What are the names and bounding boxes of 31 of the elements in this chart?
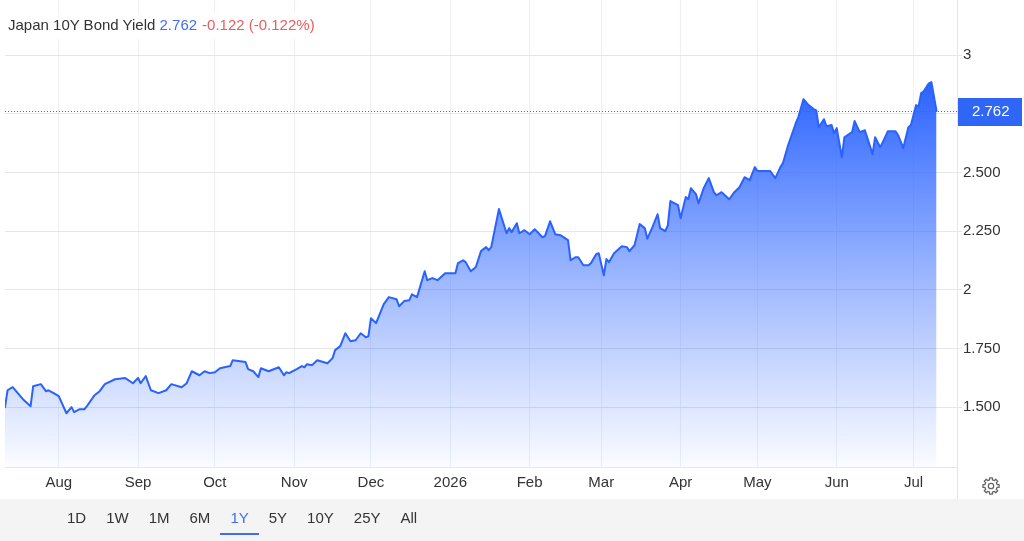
x-tick-label: Nov [280,473,309,491]
x-tick-label: Oct [203,473,228,491]
y-tick-label: 1.500 [963,397,1001,415]
y-tick-label: 2.500 [963,162,1001,180]
text: 1D [66,508,88,528]
text: 6M [188,508,212,528]
annotation: 2.762 [159,16,198,33]
y-tick-label: 3 [963,45,972,63]
ref-line-label: 2.762 [972,102,1010,120]
x-tick-label: Dec [357,473,385,491]
x-tick-label: Jul [903,473,924,491]
x-tick-label: Sep [124,473,152,491]
text: 1Y [220,499,259,535]
text: 10Y [306,508,335,528]
x-tick-label: 2026 [433,473,467,491]
text: All [399,508,419,528]
y-tick-label: 2.250 [963,221,1001,239]
text: 1M [147,508,171,528]
x-tick-label: Mar [588,473,615,491]
annotation: -0.122 (-0.122%) [202,16,315,33]
text: 25Y [352,508,382,528]
text: Japan 10Y Bond Yield [8,16,156,33]
x-tick-label: Aug [45,473,73,491]
x-tick-label: Jun [824,473,849,491]
x-tick-label: May [743,473,773,491]
y-tick-label: 2 [963,279,972,297]
x-tick-label: Apr [668,473,693,491]
text: 5Y [267,508,289,528]
x-tick-label: Feb [516,473,543,491]
y-tick-label: 1.750 [963,338,1001,356]
text: 1W [105,508,130,528]
